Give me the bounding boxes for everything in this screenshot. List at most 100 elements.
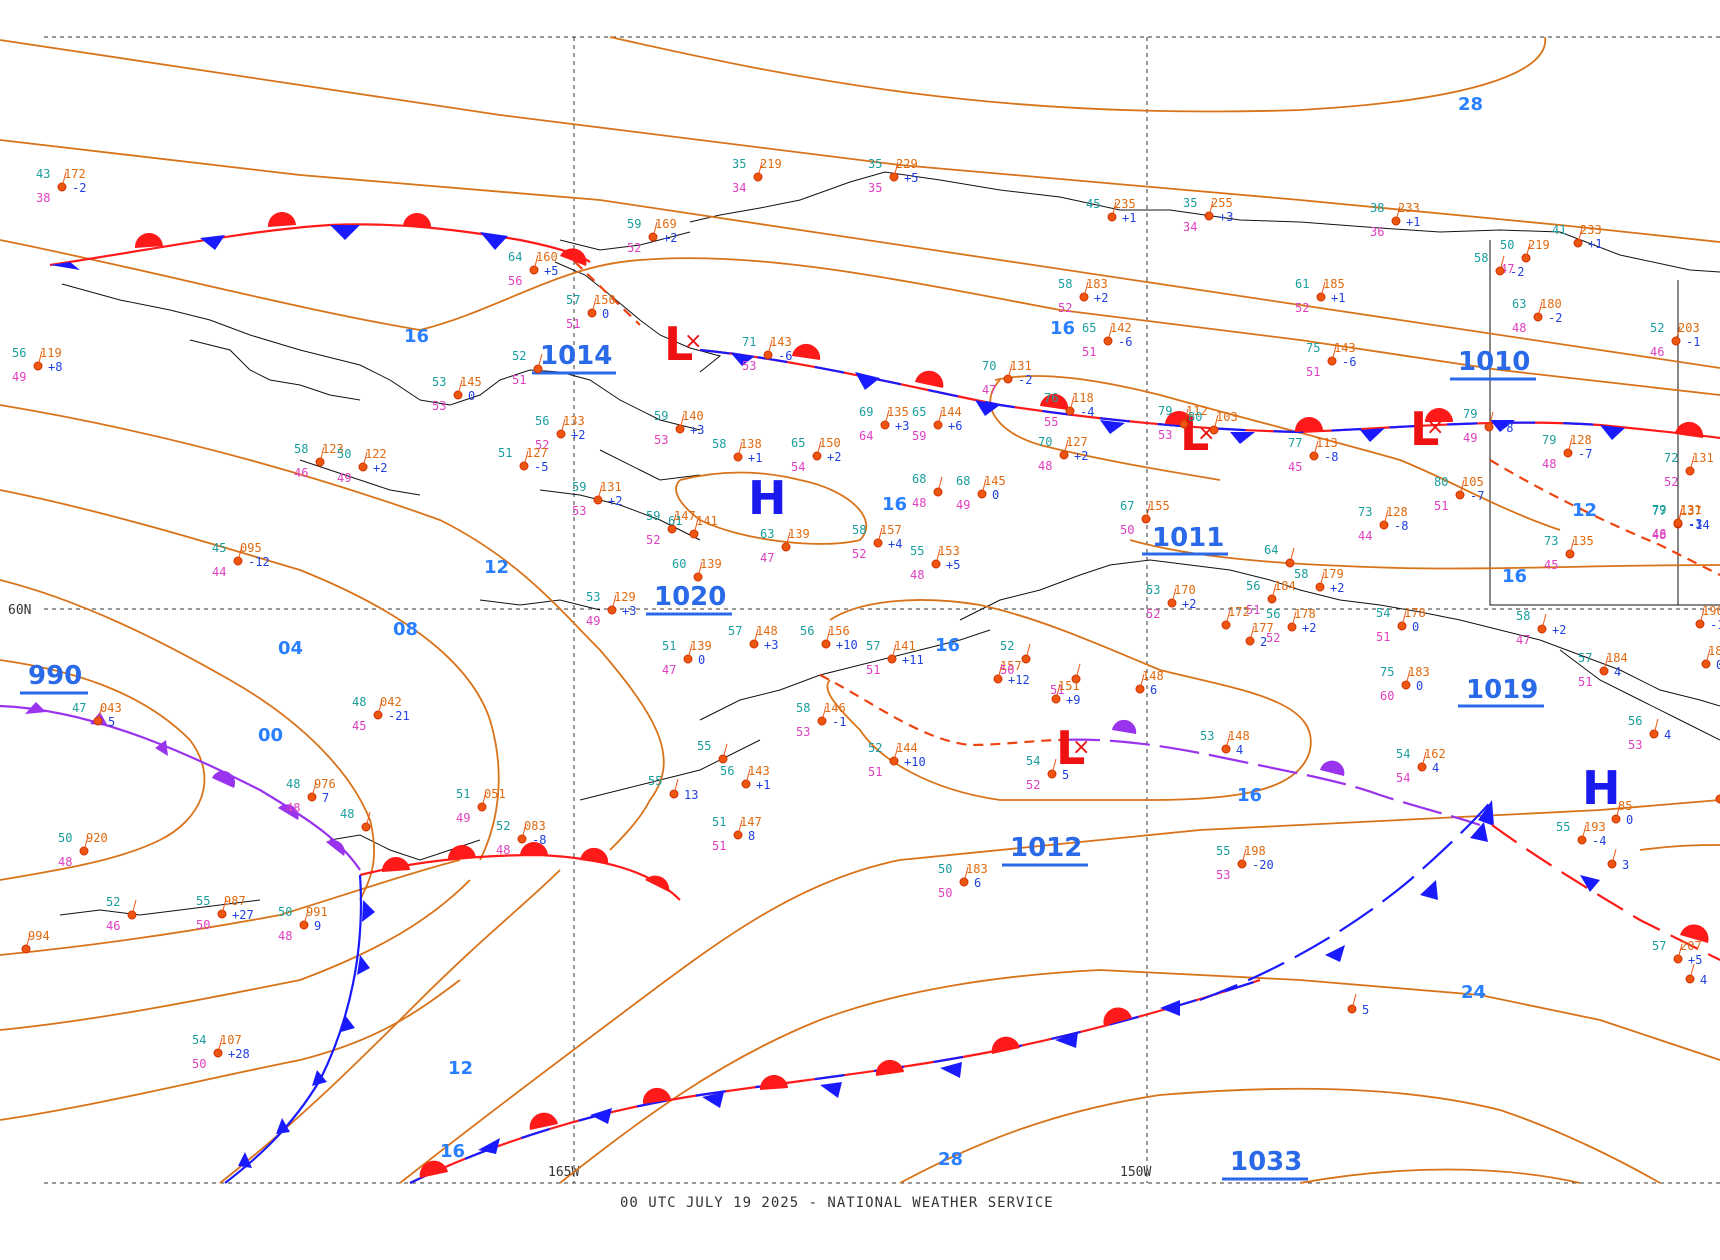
wind-barb xyxy=(365,811,371,828)
station-dewpoint: 60 xyxy=(1380,689,1394,703)
wind-barb xyxy=(821,705,827,722)
wind-barb xyxy=(1063,439,1069,456)
lat-lon-grid xyxy=(44,36,1720,1184)
station-dewpoint: 47 xyxy=(982,383,996,397)
coastlines xyxy=(59,171,1720,916)
station-tendency: -2 xyxy=(1548,311,1562,325)
station-dewpoint: 52 xyxy=(1058,301,1072,315)
station-tendency: 9 xyxy=(314,919,321,933)
station-dewpoint: 45 xyxy=(1544,558,1558,572)
station-plot: 850 xyxy=(1611,799,1633,827)
station-dewpoint: 49 xyxy=(956,498,970,512)
station-temperature: 50 xyxy=(938,862,952,876)
wind-barb xyxy=(1677,507,1683,524)
station-dewpoint: 49 xyxy=(586,614,600,628)
station-plot: 45 095 44 -12 xyxy=(212,541,270,579)
wind-barb xyxy=(1319,571,1325,588)
station-pressure: 142 xyxy=(1110,321,1132,335)
wind-barb xyxy=(1351,993,1357,1010)
troughs xyxy=(574,261,1720,747)
station-temperature: 50 xyxy=(1500,238,1514,252)
station-pressure: 170 xyxy=(1174,583,1196,597)
station-tendency: 0 xyxy=(1716,658,1720,672)
station-temperature: 65 xyxy=(791,436,805,450)
station-temperature: 55 xyxy=(697,739,711,753)
svg-text:L: L xyxy=(1410,402,1439,456)
station-temperature: 52 xyxy=(512,349,526,363)
station-pressure: 083 xyxy=(524,819,546,833)
station-tendency: 0 xyxy=(1626,813,1633,827)
station-temperature: 45 xyxy=(1086,197,1100,211)
station-temperature: 56 xyxy=(12,346,26,360)
station-tendency: 4 xyxy=(1236,743,1243,757)
station-temperature: 60 xyxy=(672,557,686,571)
station-tendency: -1 xyxy=(1686,335,1700,349)
wind-barb xyxy=(1208,200,1214,217)
wind-barb xyxy=(1405,669,1411,686)
station-temperature: 51 xyxy=(498,446,512,460)
svg-text:1020: 1020 xyxy=(654,582,726,612)
wind-barb xyxy=(1615,803,1621,820)
station-temperature: 55 xyxy=(910,544,924,558)
wind-barb xyxy=(1525,242,1531,259)
wind-barb xyxy=(1675,325,1681,342)
station-plot: 54 178 51 0 xyxy=(1376,606,1426,644)
wind-barb xyxy=(560,418,566,435)
station-pressure: 141 xyxy=(894,639,916,653)
lat-label-60n: 60N xyxy=(8,603,31,618)
wind-barb xyxy=(937,409,943,426)
station-temperature: 48 xyxy=(340,807,354,821)
station-plot: 58 146 53 -1 xyxy=(796,701,846,739)
station-dewpoint: 46 xyxy=(1652,527,1666,541)
station-plot: 56 178 52 +2 xyxy=(1266,607,1316,645)
station-tendency: 0 xyxy=(468,389,475,403)
station-pressure: 143 xyxy=(770,335,792,349)
station-dewpoint: 51 xyxy=(566,317,580,331)
station-temperature: 75 xyxy=(1380,665,1394,679)
svg-text:L: L xyxy=(1056,721,1085,775)
station-dewpoint: 64 xyxy=(859,429,873,443)
station-pressure: 85 xyxy=(1618,799,1632,813)
wind-barb xyxy=(1289,547,1295,564)
station-dewpoint: 51 xyxy=(1306,365,1320,379)
station-plot: 53 145 53 0 xyxy=(432,375,482,413)
station-plot: 50 183 50 6 xyxy=(938,862,988,900)
wind-barb xyxy=(652,221,658,238)
svg-text:H: H xyxy=(1582,761,1621,815)
station-plot: 190-10 xyxy=(1695,604,1720,632)
station-temperature: 59 xyxy=(627,217,641,231)
wind-barb xyxy=(1537,301,1543,318)
station-temperature: 48 xyxy=(352,695,366,709)
station-tendency: +4 xyxy=(888,537,902,551)
station-dewpoint: 34 xyxy=(732,181,746,195)
station-tendency: +6 xyxy=(948,419,962,433)
station-plot: 54 52 5 xyxy=(1026,754,1069,792)
station-pressure: 112 xyxy=(1186,404,1208,418)
station-tendency: -20 xyxy=(1252,858,1274,872)
station-tendency: +28 xyxy=(228,1047,250,1061)
svg-text:×: × xyxy=(1072,735,1090,760)
station-plot: 157+12 xyxy=(993,659,1030,687)
station-temperature: 51 xyxy=(662,639,676,653)
station-plot: 75 143 51 -6 xyxy=(1306,341,1356,379)
station-dewpoint: 47 xyxy=(760,551,774,565)
wind-barb xyxy=(877,527,883,544)
station-dewpoint: 52 xyxy=(1146,607,1160,621)
station-dewpoint: 46 xyxy=(106,919,120,933)
station-plot: 57 207+5 xyxy=(1652,939,1702,967)
station-pressure: 145 xyxy=(460,375,482,389)
svg-text:×: × xyxy=(1426,415,1444,440)
station-pressure: 133 xyxy=(563,414,585,428)
station-tendency: +11 xyxy=(902,653,924,667)
station-pressure: 123 xyxy=(322,442,344,456)
station-temperature: 61 xyxy=(668,514,682,528)
station-temperature: 58 xyxy=(1516,609,1530,623)
station-tendency: +3 xyxy=(690,423,704,437)
station-dewpoint: 56 xyxy=(508,274,522,288)
wind-barb xyxy=(533,254,539,271)
station-temperature: 70 xyxy=(1038,435,1052,449)
isobar-label: 24 xyxy=(1461,982,1486,1003)
station-plot: 58 138+1 xyxy=(712,437,762,465)
